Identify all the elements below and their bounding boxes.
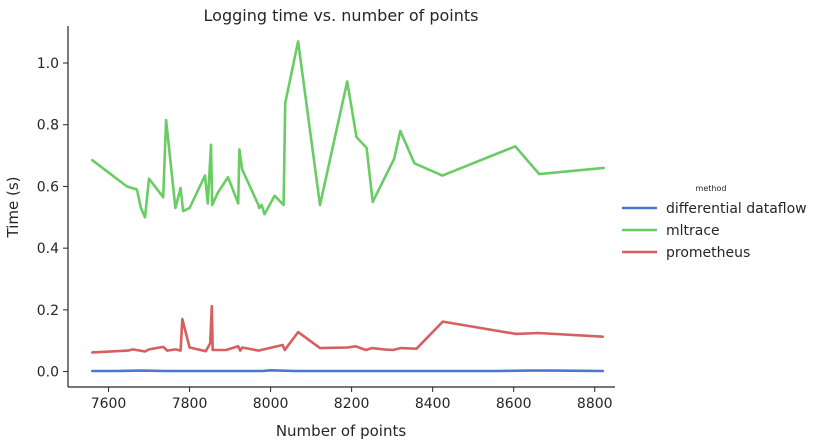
chart-title: Logging time vs. number of points [204,6,479,25]
legend-label-3: prometheus [666,245,750,261]
y-tick-label: 1.0 [37,56,59,72]
y-axis-label: Time (s) [4,177,22,239]
plot-area: 7600 7800 8000 8200 8400 8600 8800 0.00.20.40.… [37,26,615,412]
x-tick-label: 8600 [496,396,532,412]
y-tick-label: 0.0 [37,365,59,381]
legend-title: method [696,184,727,193]
x-tick-label: 8800 [577,396,613,412]
series-line-2 [91,40,606,219]
legend-label-1: differential dataflow [666,201,807,217]
legend: method differential dataflow mltrace prome… [622,184,807,261]
y-tick-label: 0.4 [37,241,59,257]
y-tick-label: 0.2 [37,303,59,319]
series-line-3 [91,304,605,354]
series-lines [91,40,606,373]
legend-label-2: mltrace [666,223,720,239]
x-tick-label: 8200 [334,396,370,412]
x-tick-label: 7600 [91,396,127,412]
x-ticks: 7600 7800 8000 8200 8400 8600 8800 [91,387,613,412]
series-line-1 [91,368,605,373]
y-tick-label: 0.6 [37,179,59,195]
legend-items: differential dataflow mltrace prometheus [622,201,807,261]
y-tick-label: 0.8 [37,118,59,134]
y-ticks: 0.0 0.2 0.4 0.6 0.8 1.0 [37,56,68,381]
x-tick-label: 8400 [415,396,451,412]
x-tick-label: 7800 [172,396,208,412]
x-tick-label: 8000 [253,396,289,412]
x-axis-label: Number of points [276,422,407,440]
